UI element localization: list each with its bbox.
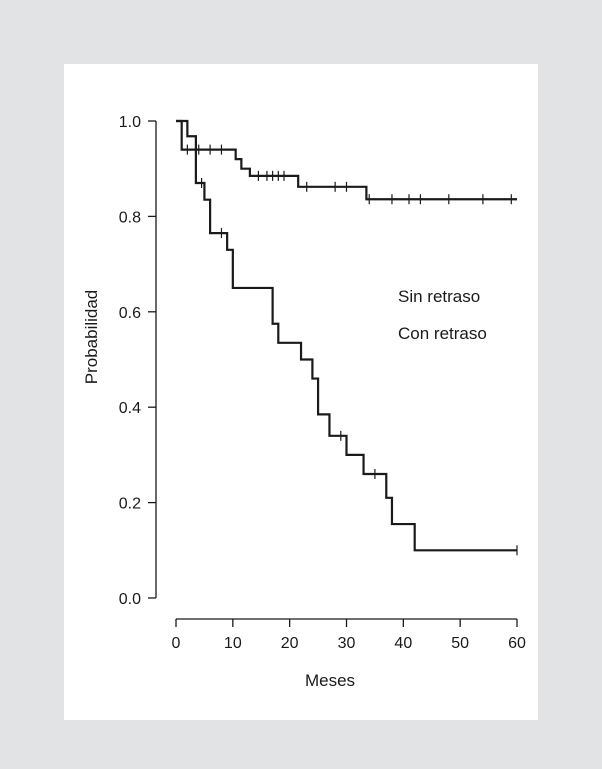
x-tick-label: 20 [281, 635, 299, 652]
y-tick-label: 0.8 [119, 209, 141, 226]
x-tick-label: 0 [172, 635, 181, 652]
x-tick-label: 30 [338, 635, 356, 652]
figure-panel: 0.0 0.2 0.4 0.6 0.8 1.0 0 10 20 30 40 50 60 Meses Pr… [64, 64, 538, 720]
x-tick-label: 60 [508, 635, 526, 652]
series-line-con-retraso [176, 119, 517, 552]
x-axis-label: Meses [305, 671, 355, 690]
axes: 0.0 0.2 0.4 0.6 0.8 1.0 0 10 20 30 40 50 60 [119, 114, 526, 652]
x-tick-label: 50 [451, 635, 469, 652]
y-tick-label: 0.2 [119, 496, 141, 513]
series-line-sin-retraso [176, 119, 517, 201]
y-tick-label: 0.6 [119, 305, 141, 322]
y-tick-label: 1.0 [119, 114, 141, 131]
x-tick-label: 10 [224, 635, 242, 652]
annotation-sin-retraso: Sin retraso [398, 287, 480, 306]
y-tick-label: 0.0 [119, 591, 141, 608]
y-axis-label: Probabilidad [82, 290, 101, 385]
kaplan-meier-chart: 0.0 0.2 0.4 0.6 0.8 1.0 0 10 20 30 40 50 60 Meses Pr… [82, 114, 526, 690]
annotation-con-retraso: Con retraso [398, 324, 487, 343]
survival-curves [176, 119, 518, 556]
x-tick-label: 40 [394, 635, 412, 652]
y-tick-label: 0.4 [119, 400, 141, 417]
